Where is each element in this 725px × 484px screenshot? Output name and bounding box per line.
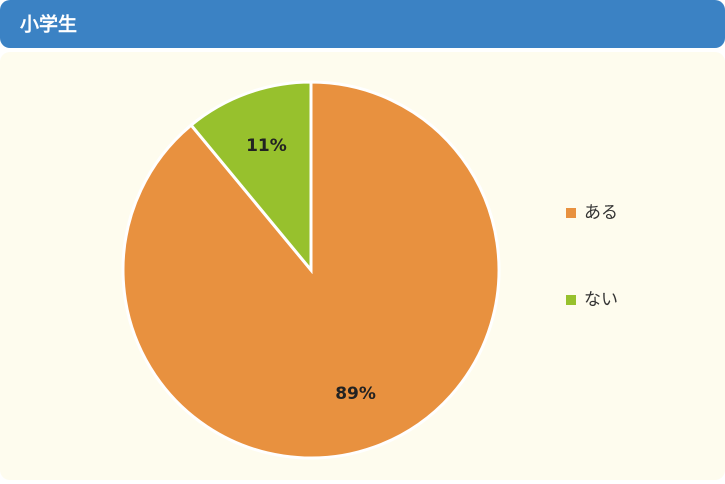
legend-label: ない [584,290,618,310]
legend-swatch [566,295,576,305]
legend-label: ある [584,203,618,223]
data-label: 11% [246,136,287,156]
header-bar [0,0,725,48]
chart-title: 小学生 [20,13,77,36]
pie-slice [189,80,313,275]
legend-swatch [566,208,576,218]
data-label: 89% [335,384,376,404]
